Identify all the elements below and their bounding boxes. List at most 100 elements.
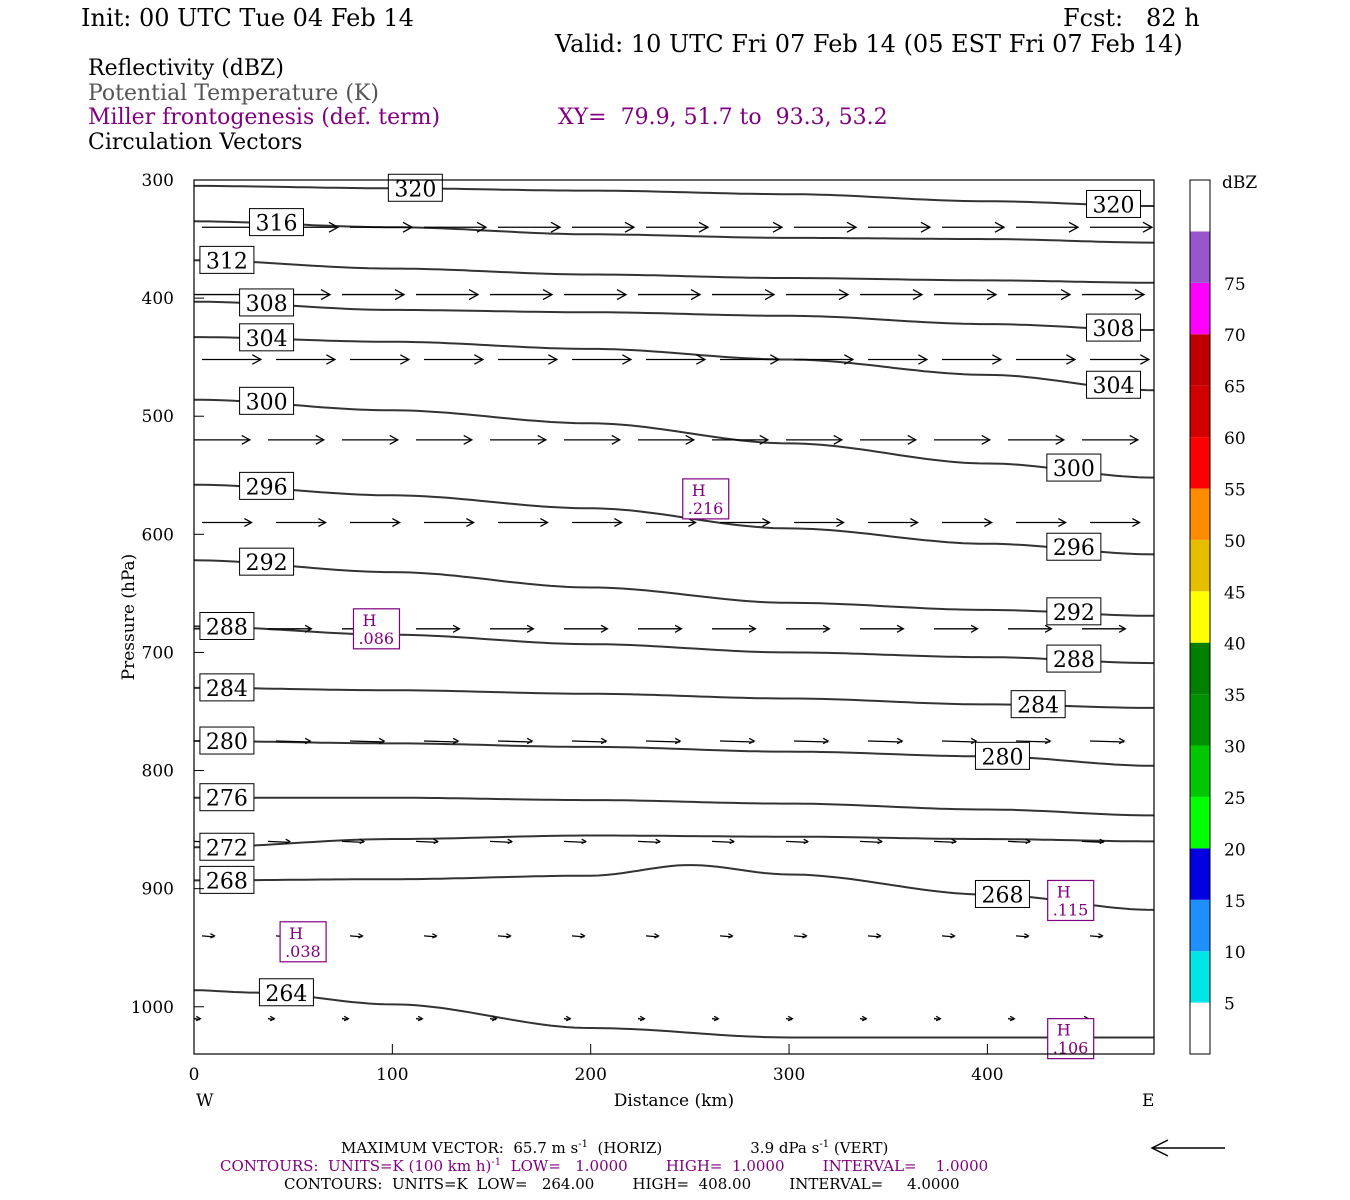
forecast-hour: Fcst: 82 h	[1063, 4, 1200, 32]
theta-contour-312	[193, 259, 1155, 284]
svg-text:272: 272	[206, 836, 248, 861]
contour-label-272: 272	[199, 832, 255, 861]
circulation-vector	[1016, 517, 1067, 528]
circulation-vector	[645, 737, 682, 745]
circulation-vector	[423, 933, 438, 939]
svg-text:H: H	[692, 481, 706, 500]
contour-label-284: 284	[199, 673, 255, 702]
cross-section-endpoints: XY= 79.9, 51.7 to 93.3, 53.2	[558, 105, 888, 130]
circulation-vector	[719, 933, 734, 939]
circulation-vector	[424, 517, 475, 528]
circulation-vector	[860, 624, 905, 633]
svg-text:288: 288	[1053, 648, 1095, 673]
colorbar-label: 20	[1224, 840, 1246, 860]
circulation-vector	[712, 624, 757, 633]
colorbar-label: 25	[1224, 789, 1246, 809]
circulation-vector	[711, 1015, 720, 1022]
circulation-vectors	[193, 221, 1154, 1022]
circulation-vector	[1008, 434, 1066, 445]
circulation-vector	[563, 1015, 572, 1022]
circulation-vector	[341, 1015, 350, 1022]
circulation-vector	[349, 933, 364, 939]
circulation-vector	[637, 1015, 646, 1022]
colorbar-segment	[1190, 334, 1210, 386]
colorbar-segment	[1190, 745, 1210, 797]
svg-text:296: 296	[1053, 536, 1095, 561]
svg-text:268: 268	[981, 883, 1023, 908]
colorbar-label: 15	[1224, 892, 1246, 912]
contour-label-268: 268	[974, 879, 1030, 908]
frontogenesis-max: H.086	[352, 608, 401, 650]
circulation-vector	[490, 624, 535, 633]
contour-label-320: 320	[387, 173, 443, 202]
circulation-vector	[941, 933, 956, 939]
contour-label-320: 320	[1086, 189, 1142, 218]
circulation-vector	[1089, 737, 1126, 745]
y-axis-label: Pressure (hPa)	[119, 554, 139, 681]
circulation-vector	[415, 1015, 424, 1022]
circulation-vector	[350, 517, 401, 528]
circulation-vector	[868, 221, 932, 233]
circulation-vector	[859, 838, 884, 845]
colorbar-segment	[1190, 539, 1210, 592]
frontogenesis-max: H.038	[279, 921, 327, 963]
contour-label-308: 308	[239, 288, 295, 317]
x-tick-label: 400	[971, 1065, 1003, 1085]
theta-contours-info: CONTOURS: UNITS=K LOW= 264.00 HIGH= 408.…	[284, 1175, 960, 1193]
circulation-vector	[933, 1015, 942, 1022]
contour-label-288: 288	[1046, 644, 1102, 673]
contour-label-276: 276	[199, 783, 255, 812]
legend-potential-temperature: Potential Temperature (K)	[88, 81, 379, 106]
contour-label-268: 268	[199, 865, 255, 894]
circulation-vector	[193, 1015, 202, 1022]
circulation-vector	[1082, 624, 1127, 633]
colorbar-segment	[1190, 437, 1210, 489]
circulation-vector	[860, 434, 918, 445]
contour-label-296: 296	[239, 471, 295, 500]
circulation-vector	[497, 933, 512, 939]
theta-contour-296	[193, 483, 1155, 556]
y-tick-label: 800	[142, 762, 174, 782]
colorbar-segment	[1190, 591, 1210, 643]
circulation-vector	[786, 434, 844, 445]
contour-label-292: 292	[1046, 597, 1102, 626]
legend-miller-frontogenesis: Miller frontogenesis (def. term)	[88, 105, 441, 130]
frontogenesis-max: H.115	[1047, 879, 1095, 922]
circulation-vector	[342, 434, 400, 445]
contour-label-304: 304	[1086, 370, 1142, 399]
svg-text:292: 292	[246, 551, 288, 576]
circulation-vector	[1089, 933, 1104, 939]
colorbar-segment	[1190, 694, 1210, 746]
contour-label-300: 300	[239, 386, 295, 415]
circulation-vector	[498, 517, 549, 528]
x-tick-label: 100	[376, 1065, 408, 1085]
axes: 300 400 500 600 700 800 900 1000 0 100 200 300 400 W E…	[119, 171, 1154, 1111]
circulation-vector	[712, 434, 770, 445]
circulation-vector	[571, 933, 586, 939]
svg-text:.038: .038	[285, 942, 321, 961]
theta-contour-320	[194, 184, 1154, 207]
x-tick-label: 0	[189, 1065, 200, 1085]
circulation-vector	[424, 354, 485, 365]
svg-text:296: 296	[246, 475, 288, 500]
frontogenesis-max: H.106	[1047, 1018, 1095, 1060]
colorbar-label: 50	[1224, 532, 1246, 552]
circulation-vector	[1082, 289, 1146, 301]
init-time: Init: 00 UTC Tue 04 Feb 14	[81, 4, 414, 32]
contour-label-316: 316	[249, 208, 305, 237]
contour-label-284: 284	[1010, 690, 1066, 719]
colorbar-label: 10	[1224, 943, 1246, 963]
theta-contour-304	[194, 336, 1155, 392]
circulation-vector	[646, 221, 710, 233]
contour-label-300: 300	[1046, 453, 1102, 482]
theta-contour-284	[194, 686, 1154, 709]
colorbar-segment	[1190, 951, 1210, 1003]
circulation-vector	[646, 354, 707, 365]
colorbar-label: 45	[1224, 583, 1246, 603]
svg-text:H: H	[1057, 1021, 1071, 1040]
svg-text:H: H	[1057, 882, 1071, 901]
circulation-vector	[942, 354, 1003, 365]
valid-time: Valid: 10 UTC Fri 07 Feb 14 (05 EST Fri …	[555, 30, 1183, 58]
